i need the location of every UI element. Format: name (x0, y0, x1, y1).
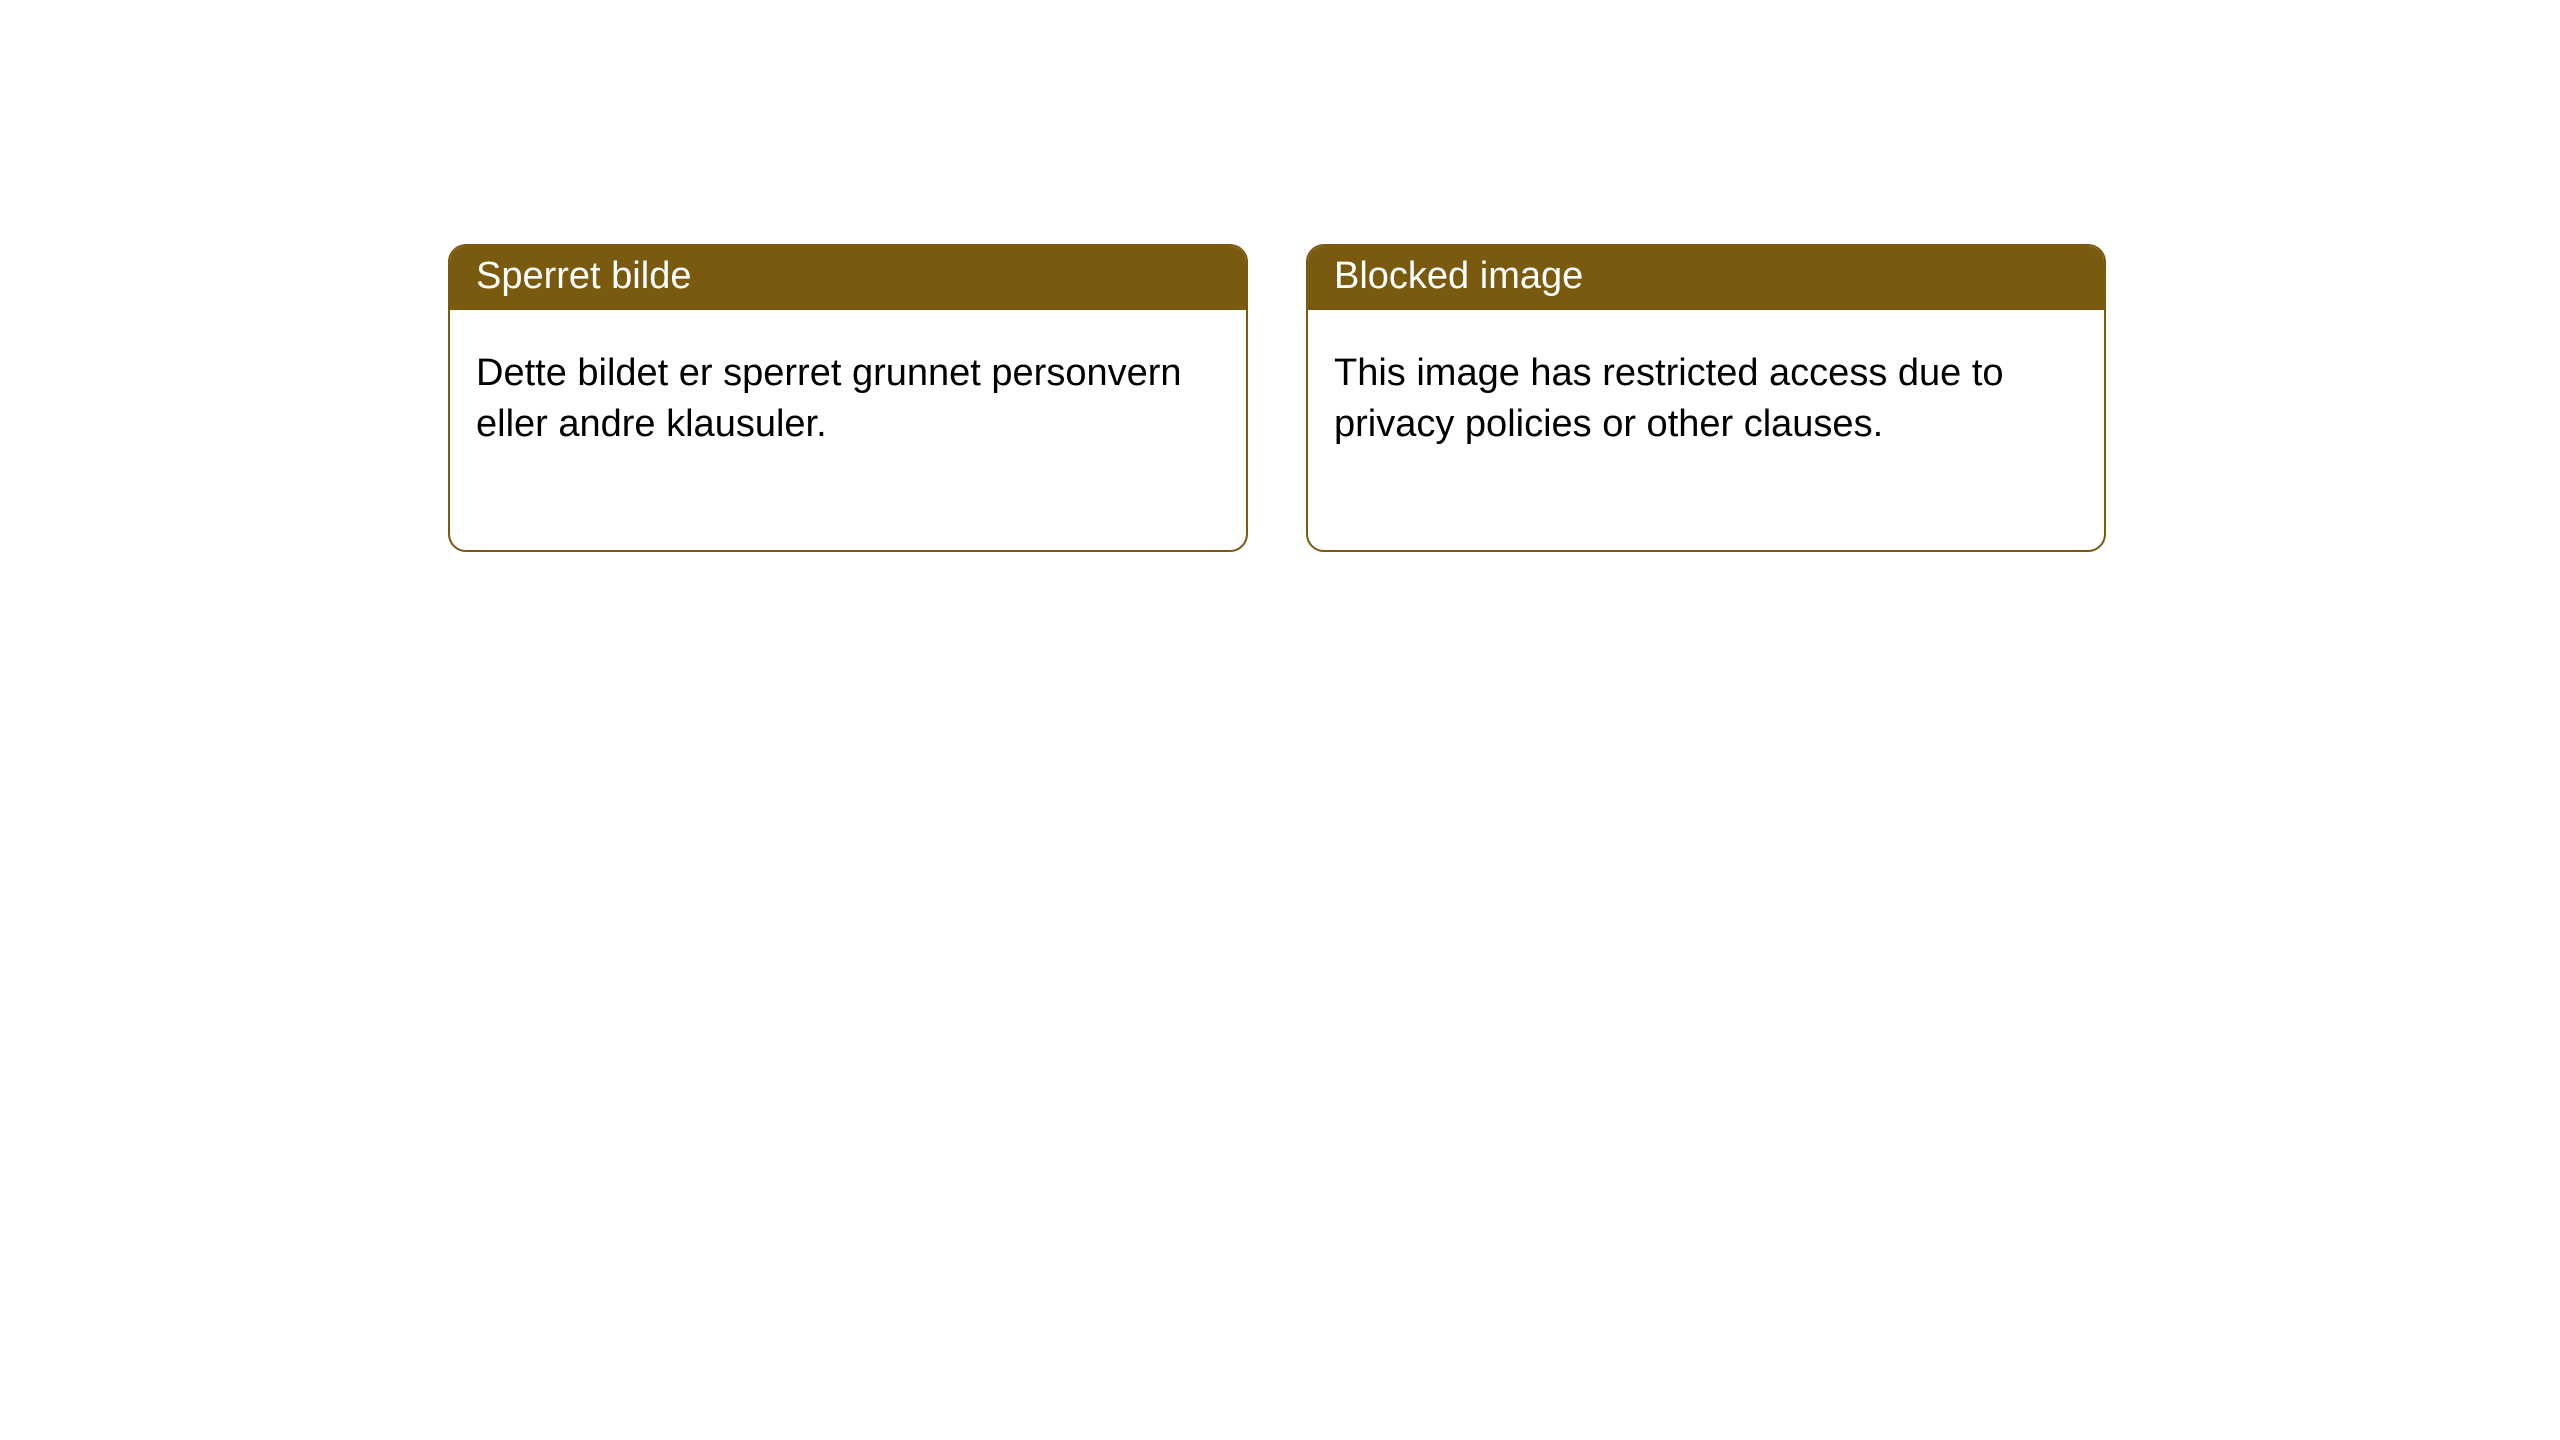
notice-body: This image has restricted access due to … (1308, 310, 2104, 551)
notice-title: Sperret bilde (476, 255, 691, 297)
notice-card-english: Blocked image This image has restricted … (1306, 244, 2106, 552)
notice-container: Sperret bilde Dette bildet er sperret gr… (0, 0, 2560, 552)
notice-card-norwegian: Sperret bilde Dette bildet er sperret gr… (448, 244, 1248, 552)
notice-header: Sperret bilde (450, 246, 1246, 310)
notice-body: Dette bildet er sperret grunnet personve… (450, 310, 1246, 551)
notice-message: Dette bildet er sperret grunnet personve… (476, 352, 1182, 445)
notice-title: Blocked image (1334, 255, 1583, 297)
notice-message: This image has restricted access due to … (1334, 352, 2004, 445)
notice-header: Blocked image (1308, 246, 2104, 310)
